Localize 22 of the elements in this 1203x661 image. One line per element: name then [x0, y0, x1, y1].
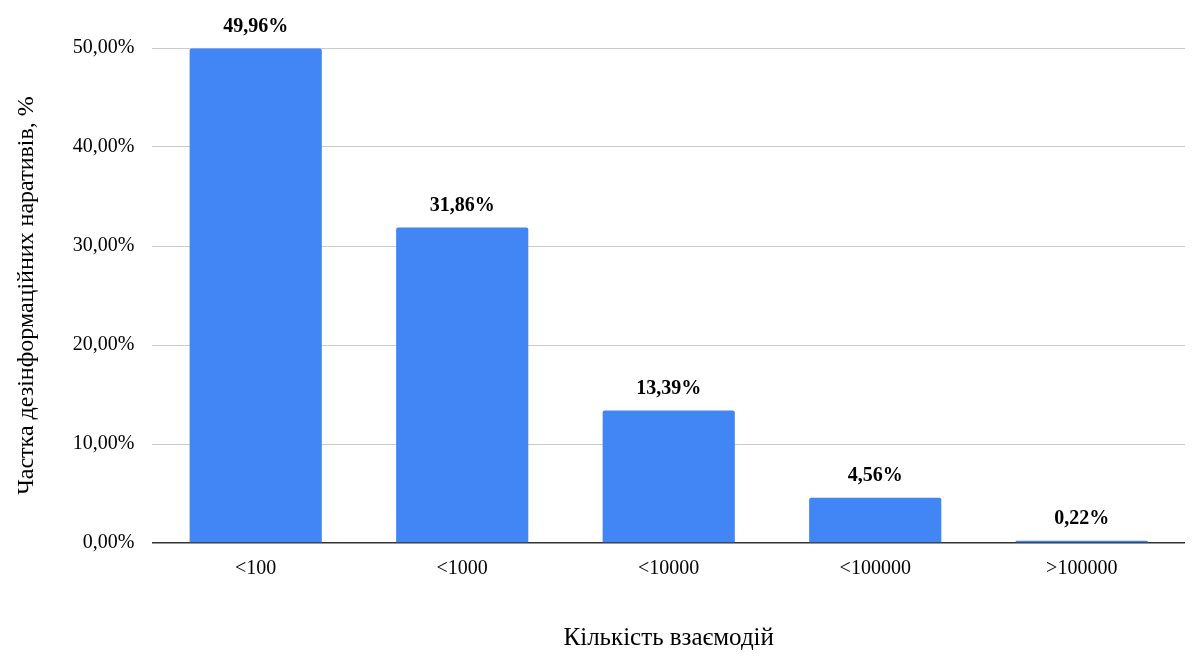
- bar: [602, 410, 735, 543]
- y-tick-label: 10,00%: [72, 431, 135, 454]
- bar: [189, 48, 322, 543]
- data-label: 13,39%: [636, 375, 702, 398]
- y-axis-title: Частка дезінформаційних наративів, %: [11, 96, 38, 495]
- bar: [396, 227, 529, 543]
- x-tick-label: <100: [235, 556, 277, 579]
- bar: [809, 497, 942, 543]
- y-tick-label: 30,00%: [72, 233, 135, 256]
- x-tick-label: <100000: [839, 556, 911, 579]
- data-label: 0,22%: [1054, 505, 1110, 528]
- x-axis-title: Кількість взаємодій: [563, 622, 774, 650]
- x-tick-label: >100000: [1046, 556, 1118, 579]
- x-tick-label: <10000: [638, 556, 700, 579]
- y-tick-label: 40,00%: [72, 134, 135, 157]
- data-label: 31,86%: [429, 192, 495, 215]
- y-tick-label: 20,00%: [72, 332, 135, 355]
- x-tick-label: <1000: [436, 556, 488, 579]
- data-label: 49,96%: [223, 13, 289, 36]
- y-tick-label: 0,00%: [82, 530, 135, 553]
- data-label: 4,56%: [847, 463, 903, 486]
- y-tick-label: 50,00%: [72, 35, 135, 58]
